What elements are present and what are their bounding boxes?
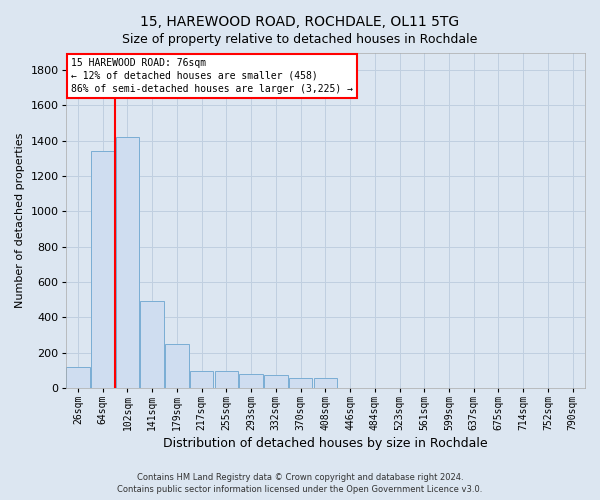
- Bar: [140, 302, 164, 388]
- Y-axis label: Number of detached properties: Number of detached properties: [15, 132, 25, 308]
- Text: Contains HM Land Registry data © Crown copyright and database right 2024.
Contai: Contains HM Land Registry data © Crown c…: [118, 473, 482, 494]
- Bar: [116, 137, 139, 388]
- Text: 15 HAREWOOD ROAD: 76sqm
← 12% of detached houses are smaller (458)
86% of semi-d: 15 HAREWOOD ROAD: 76sqm ← 12% of detache…: [71, 58, 353, 94]
- Bar: [314, 378, 337, 388]
- Bar: [190, 371, 214, 388]
- Text: 15, HAREWOOD ROAD, ROCHDALE, OL11 5TG: 15, HAREWOOD ROAD, ROCHDALE, OL11 5TG: [140, 15, 460, 29]
- Bar: [66, 366, 90, 388]
- Bar: [239, 374, 263, 388]
- Bar: [215, 371, 238, 388]
- Bar: [165, 344, 188, 388]
- Bar: [264, 374, 287, 388]
- Text: Size of property relative to detached houses in Rochdale: Size of property relative to detached ho…: [122, 32, 478, 46]
- Bar: [289, 378, 313, 388]
- X-axis label: Distribution of detached houses by size in Rochdale: Distribution of detached houses by size …: [163, 437, 488, 450]
- Bar: [91, 152, 115, 388]
